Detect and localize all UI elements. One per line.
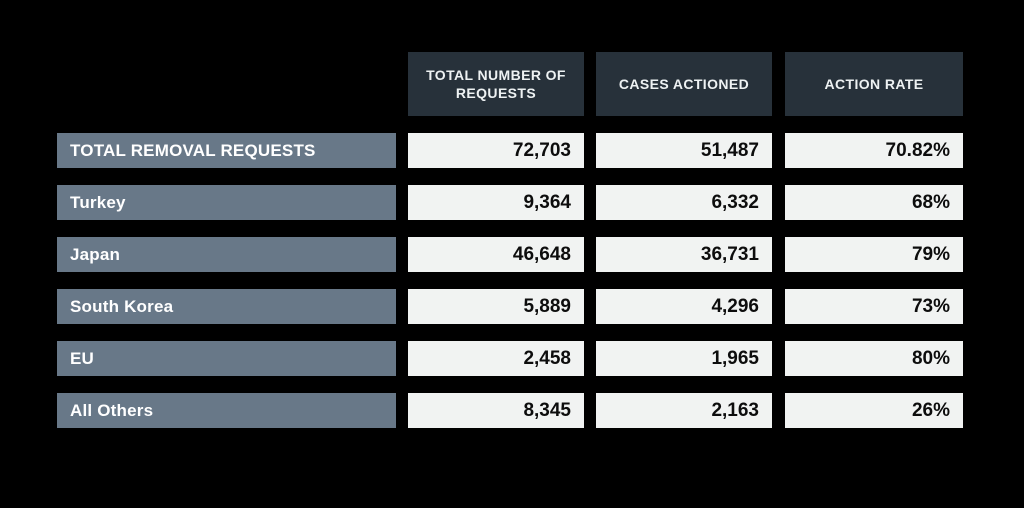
- cell-cases-actioned: 6,332: [596, 185, 772, 220]
- cell-total-requests: 2,458: [408, 341, 584, 376]
- cell-cases-actioned: 4,296: [596, 289, 772, 324]
- table-row: TOTAL REMOVAL REQUESTS 72,703 51,487 70.…: [0, 133, 1024, 168]
- row-label: South Korea: [57, 289, 396, 324]
- cell-total-requests: 46,648: [408, 237, 584, 272]
- row-label: Japan: [57, 237, 396, 272]
- table-row: All Others 8,345 2,163 26%: [0, 393, 1024, 428]
- row-label: TOTAL REMOVAL REQUESTS: [57, 133, 396, 168]
- cell-total-requests: 72,703: [408, 133, 584, 168]
- table-row: South Korea 5,889 4,296 73%: [0, 289, 1024, 324]
- cell-action-rate: 26%: [785, 393, 963, 428]
- cell-action-rate: 79%: [785, 237, 963, 272]
- cell-cases-actioned: 1,965: [596, 341, 772, 376]
- column-header-total-requests: TOTAL NUMBER OF REQUESTS: [408, 52, 584, 116]
- table-row: Japan 46,648 36,731 79%: [0, 237, 1024, 272]
- cell-cases-actioned: 51,487: [596, 133, 772, 168]
- cell-cases-actioned: 36,731: [596, 237, 772, 272]
- table-rows: TOTAL REMOVAL REQUESTS 72,703 51,487 70.…: [0, 133, 1024, 445]
- cell-total-requests: 5,889: [408, 289, 584, 324]
- row-label: EU: [57, 341, 396, 376]
- header-row: TOTAL NUMBER OF REQUESTS CASES ACTIONED …: [0, 52, 1024, 116]
- row-label: All Others: [57, 393, 396, 428]
- cell-action-rate: 68%: [785, 185, 963, 220]
- cell-total-requests: 8,345: [408, 393, 584, 428]
- cell-total-requests: 9,364: [408, 185, 584, 220]
- table-row: EU 2,458 1,965 80%: [0, 341, 1024, 376]
- table-row: Turkey 9,364 6,332 68%: [0, 185, 1024, 220]
- column-header-action-rate: ACTION RATE: [785, 52, 963, 116]
- cell-action-rate: 80%: [785, 341, 963, 376]
- column-header-cases-actioned: CASES ACTIONED: [596, 52, 772, 116]
- cell-action-rate: 70.82%: [785, 133, 963, 168]
- cell-action-rate: 73%: [785, 289, 963, 324]
- cell-cases-actioned: 2,163: [596, 393, 772, 428]
- row-label: Turkey: [57, 185, 396, 220]
